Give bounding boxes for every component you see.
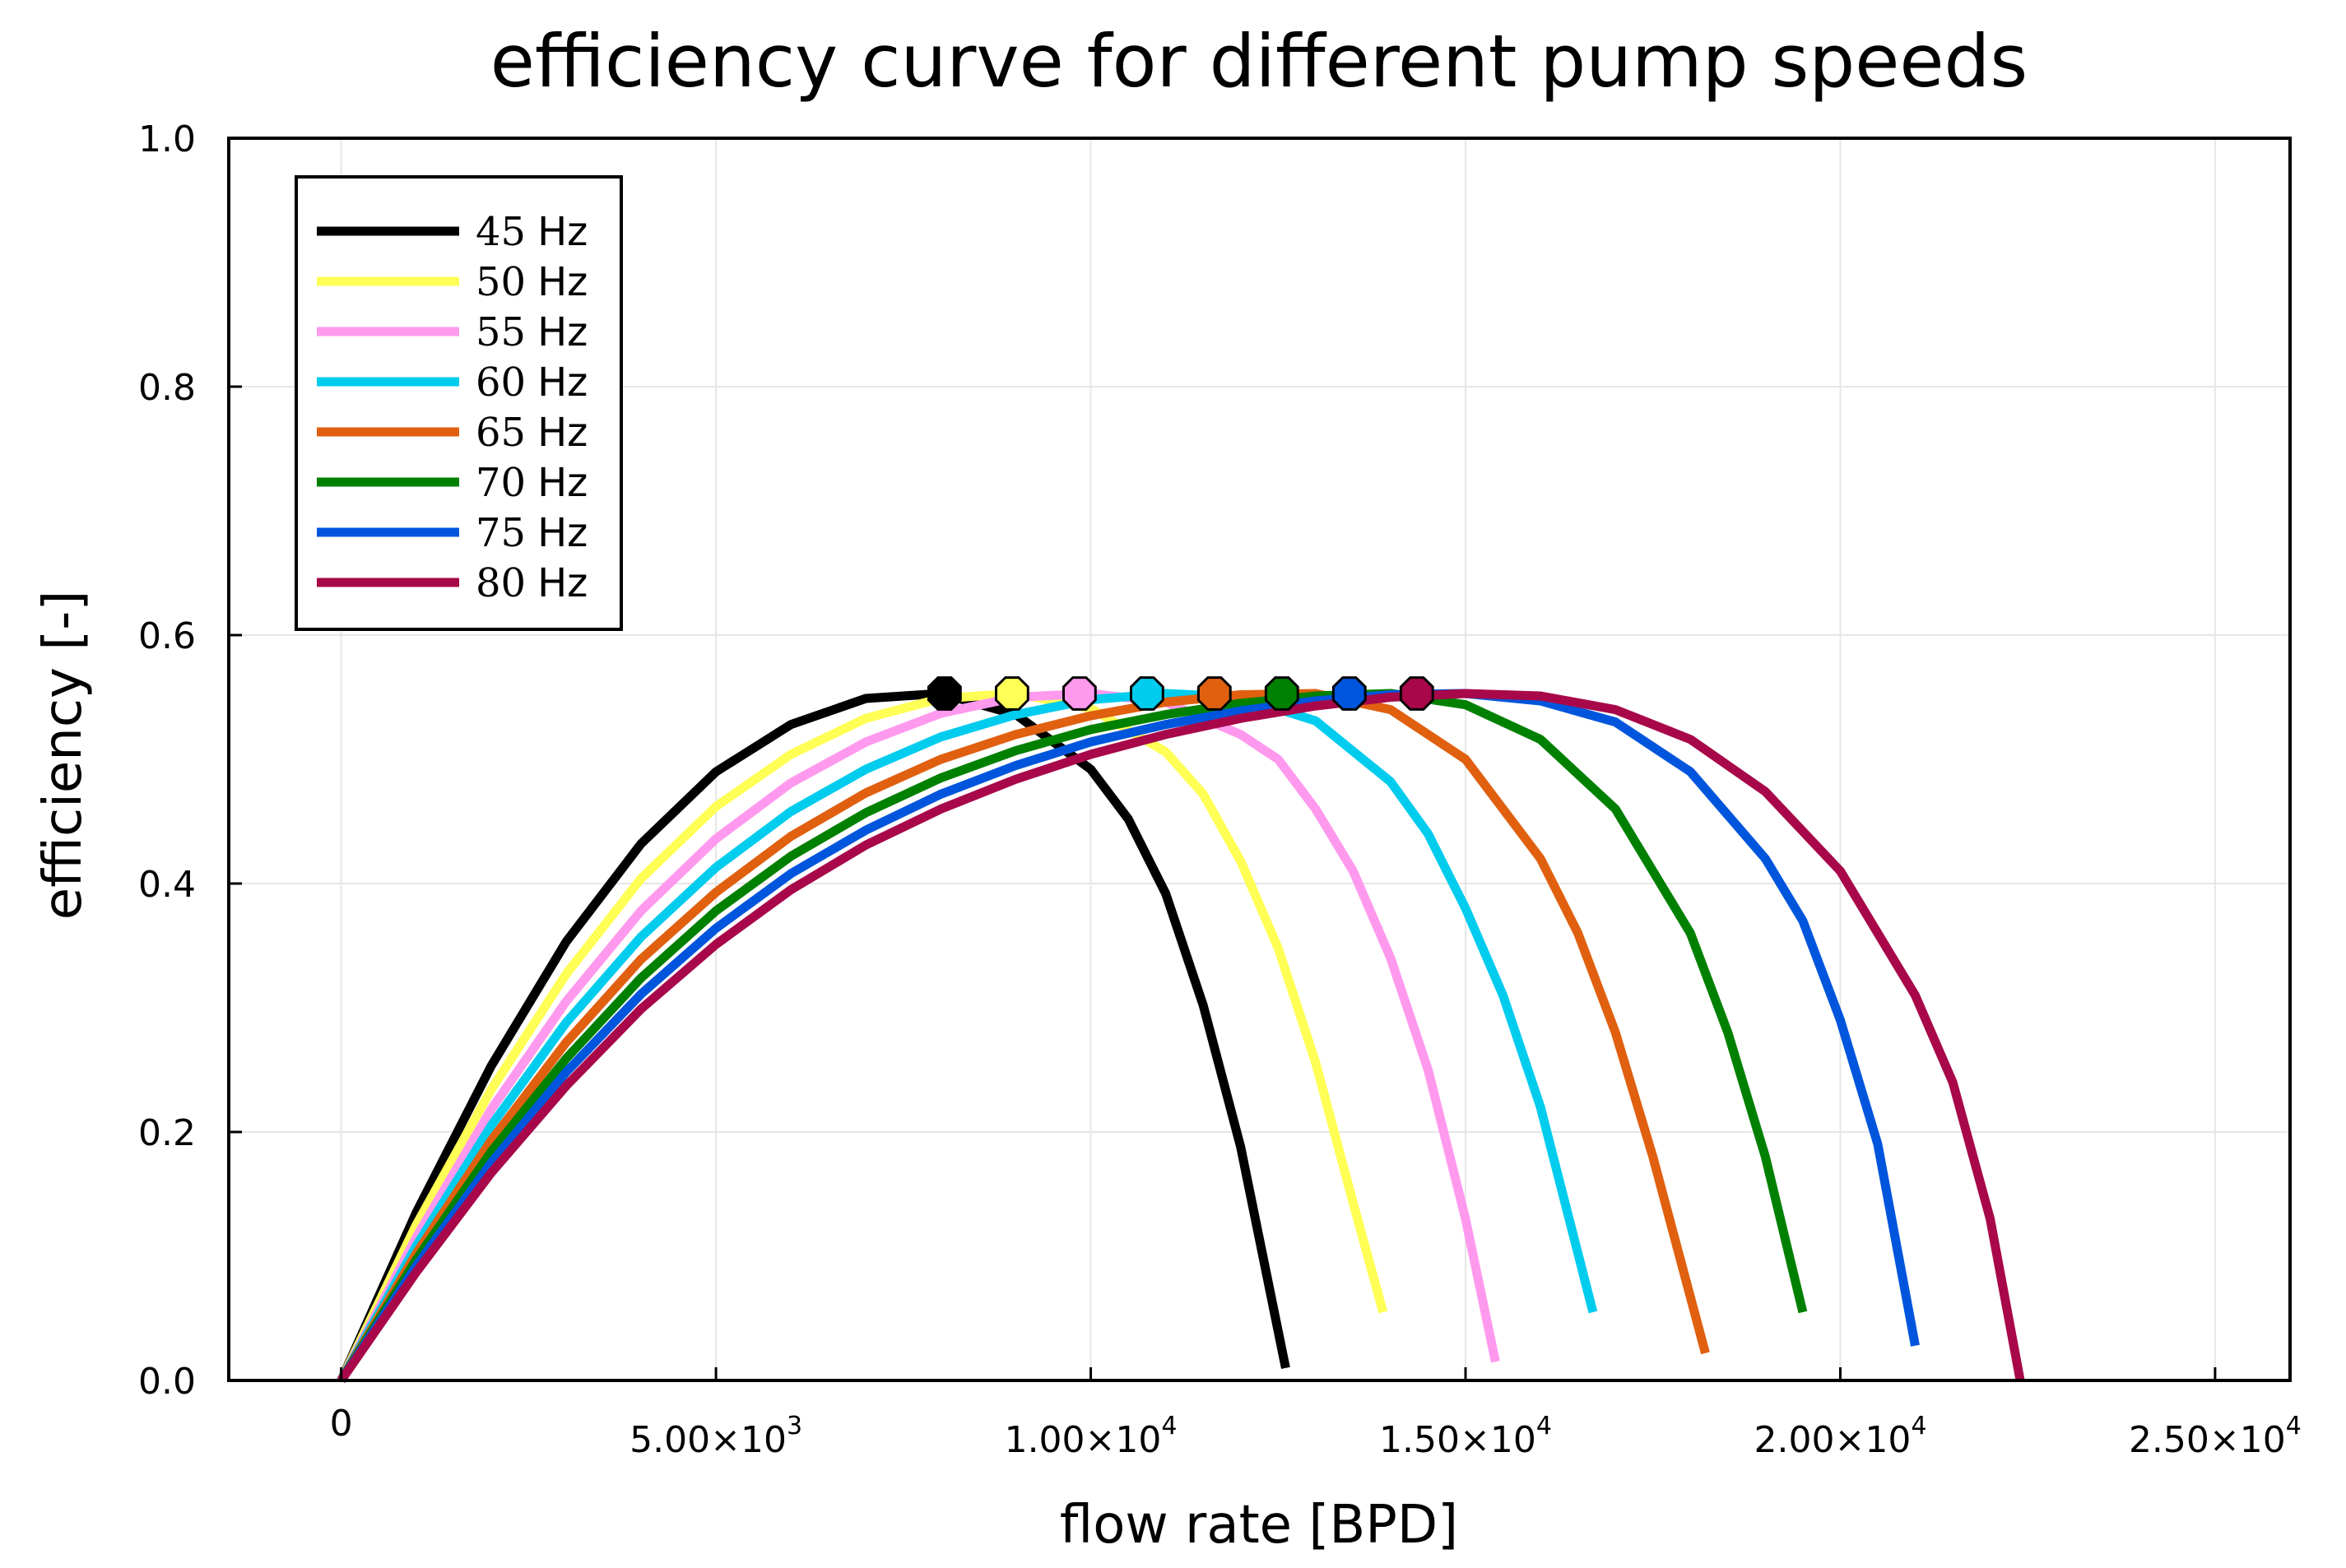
x-tick-exponent: 4 (1536, 1412, 1552, 1440)
series-line-70-hz (337, 689, 1808, 1383)
y-tick-label: 0.4 (138, 864, 196, 906)
x-tick-exponent: 4 (1911, 1412, 1926, 1440)
x-tick-exponent: 4 (2286, 1412, 2302, 1440)
legend-label-unit: Hz (537, 510, 588, 556)
legend-label-unit: Hz (537, 309, 588, 355)
legend-label-number: 80 (476, 560, 526, 606)
series-line-80-hz (337, 689, 2025, 1384)
legend-label-unit: Hz (537, 259, 588, 305)
y-axis-label: efficiency [-] (33, 591, 94, 921)
x-tick-label: 1.50×104 (1379, 1412, 1552, 1461)
x-tick-mantissa: 1.00×10 (1005, 1419, 1162, 1461)
legend-label-unit: Hz (537, 410, 588, 456)
legend-label-60-hz: 60 Hz (476, 360, 588, 406)
y-axis-ticks: 0.0 0.2 0.4 0.6 0.8 1.0 (138, 118, 242, 1403)
legend-label-number: 70 (476, 460, 526, 506)
series-line-65-hz (337, 689, 1710, 1383)
legend-label-80-hz: 80 Hz (476, 560, 588, 606)
y-tick-label: 0.6 (138, 615, 196, 657)
series-layer (337, 689, 2025, 1384)
legend-label-70-hz: 70 Hz (476, 460, 588, 506)
legend-label-number: 75 (476, 510, 526, 556)
bep-marker-45-hz (927, 676, 962, 711)
legend-label-number: 50 (476, 259, 526, 305)
x-axis-ticks: 0 5.00×103 1.00×104 1.50×104 2.00×104 2.50×10… (330, 1367, 2302, 1461)
legend-label-number: 55 (476, 309, 526, 355)
legend-label-number: 65 (476, 410, 526, 456)
legend-box (295, 175, 623, 631)
x-tick-mantissa: 2.00×10 (1754, 1419, 1911, 1461)
legend-label-unit: Hz (537, 560, 588, 606)
legend-label-number: 45 (476, 209, 526, 255)
y-tick-label: 0.0 (138, 1361, 196, 1403)
x-tick-exponent: 3 (787, 1412, 802, 1440)
chart-title: efficiency curve for different pump spee… (490, 19, 2028, 104)
plot-frame (227, 137, 2292, 1382)
legend-label-45-hz: 45 Hz (476, 209, 588, 255)
bep-marker-70-hz (1264, 676, 1299, 711)
bep-marker-65-hz (1196, 676, 1232, 711)
bep-markers (927, 676, 1434, 711)
x-tick-exponent: 4 (1161, 1412, 1177, 1440)
x-tick-mantissa: 1.50×10 (1379, 1419, 1536, 1461)
bep-marker-50-hz (995, 676, 1029, 711)
x-tick-label: 2.50×104 (2129, 1412, 2302, 1461)
series-line-50-hz (337, 689, 1388, 1383)
legend-label-75-hz: 75 Hz (476, 510, 588, 556)
series-line-45-hz (337, 689, 1290, 1383)
x-tick-mantissa: 2.50×10 (2129, 1419, 2286, 1461)
x-tick-label: 0 (330, 1403, 353, 1445)
legend-label-unit: Hz (537, 360, 588, 406)
legend-label-unit: Hz (537, 460, 588, 506)
bep-marker-80-hz (1399, 676, 1434, 711)
legend-label-65-hz: 65 Hz (476, 410, 588, 456)
x-tick-label: 2.00×104 (1754, 1412, 1926, 1461)
bep-marker-60-hz (1130, 676, 1164, 711)
x-tick-label: 1.00×104 (1005, 1412, 1178, 1461)
x-tick-label: 5.00×103 (629, 1412, 802, 1461)
series-line-55-hz (337, 689, 1500, 1383)
legend-label-50-hz: 50 Hz (476, 259, 588, 305)
bep-marker-75-hz (1331, 676, 1367, 711)
y-tick-label: 0.8 (138, 367, 196, 409)
x-tick-mantissa: 5.00×10 (629, 1419, 787, 1461)
x-axis-label: flow rate [BPD] (1060, 1495, 1458, 1556)
bep-marker-55-hz (1062, 676, 1097, 711)
series-line-60-hz (337, 689, 1598, 1383)
legend-label-55-hz: 55 Hz (476, 309, 588, 355)
y-tick-label: 1.0 (138, 118, 196, 160)
legend-label-number: 60 (476, 360, 526, 406)
legend-label-unit: Hz (537, 209, 588, 255)
series-line-75-hz (337, 689, 1920, 1384)
y-tick-label: 0.2 (138, 1112, 196, 1154)
